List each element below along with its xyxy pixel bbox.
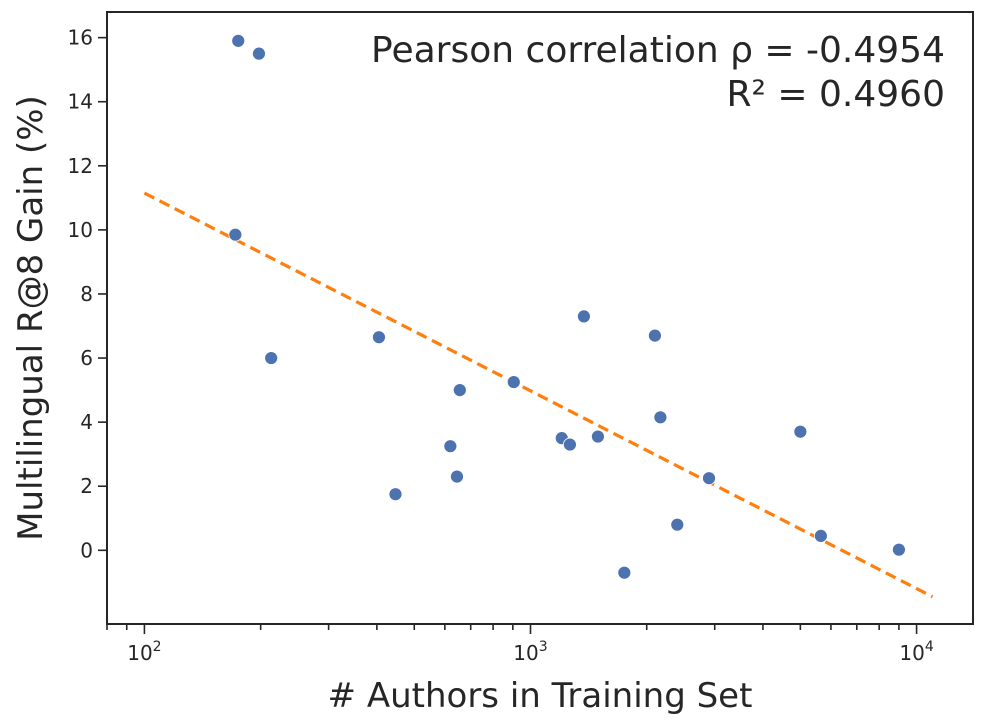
data-point [372, 330, 386, 345]
data-point [563, 437, 577, 452]
x-axis-label: # Authors in Training Set [328, 676, 753, 716]
data-point [892, 542, 906, 557]
data-point [591, 429, 605, 444]
y-tick-label: 2 [80, 474, 93, 498]
data-point [506, 375, 521, 389]
data-point [450, 469, 464, 484]
data-point [576, 309, 591, 324]
data-point [653, 410, 668, 425]
y-tick-label: 10 [68, 218, 93, 242]
data-point [231, 33, 246, 48]
data-point [264, 351, 279, 365]
y-tick-label: 4 [80, 410, 93, 434]
y-tick-label: 16 [68, 26, 93, 50]
y-axis-label: Multilingual R@8 Gain (%) [11, 95, 51, 541]
data-point [670, 517, 685, 532]
fit-line [143, 191, 934, 599]
data-point [252, 46, 266, 61]
y-tick-label: 6 [80, 346, 93, 370]
data-point [443, 439, 458, 454]
r-squared-annotation: R² = 0.4960 [727, 74, 945, 115]
pearson-annotation: Pearson correlation ρ = -0.4954 [371, 30, 945, 71]
x-tick-label: 104 [899, 639, 933, 665]
y-tick-label: 8 [80, 282, 93, 306]
plot-frame [106, 11, 974, 625]
y-tick-label: 0 [80, 538, 93, 562]
data-point [813, 528, 828, 543]
y-tick-label: 14 [68, 90, 93, 114]
x-tick-label: 103 [513, 639, 547, 665]
data-point [648, 328, 662, 343]
data-point [702, 471, 716, 486]
fit-line-layer [143, 191, 934, 599]
x-tick-label: 102 [127, 639, 161, 665]
y-tick-label: 12 [68, 154, 93, 178]
data-point [228, 227, 243, 242]
data-points [228, 33, 906, 580]
data-point [452, 383, 467, 397]
axis-ticks: 0 2 4 6 8 10 12 14 16 102 103 104 [68, 26, 934, 665]
data-point [793, 424, 808, 439]
data-point [617, 565, 632, 580]
data-point [388, 487, 403, 502]
